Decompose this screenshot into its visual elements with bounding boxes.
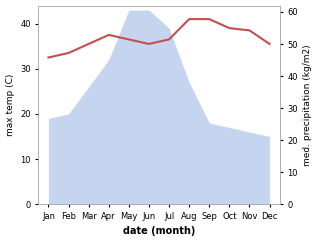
Y-axis label: max temp (C): max temp (C) (5, 74, 15, 136)
X-axis label: date (month): date (month) (123, 227, 195, 236)
Y-axis label: med. precipitation (kg/m2): med. precipitation (kg/m2) (303, 44, 313, 166)
